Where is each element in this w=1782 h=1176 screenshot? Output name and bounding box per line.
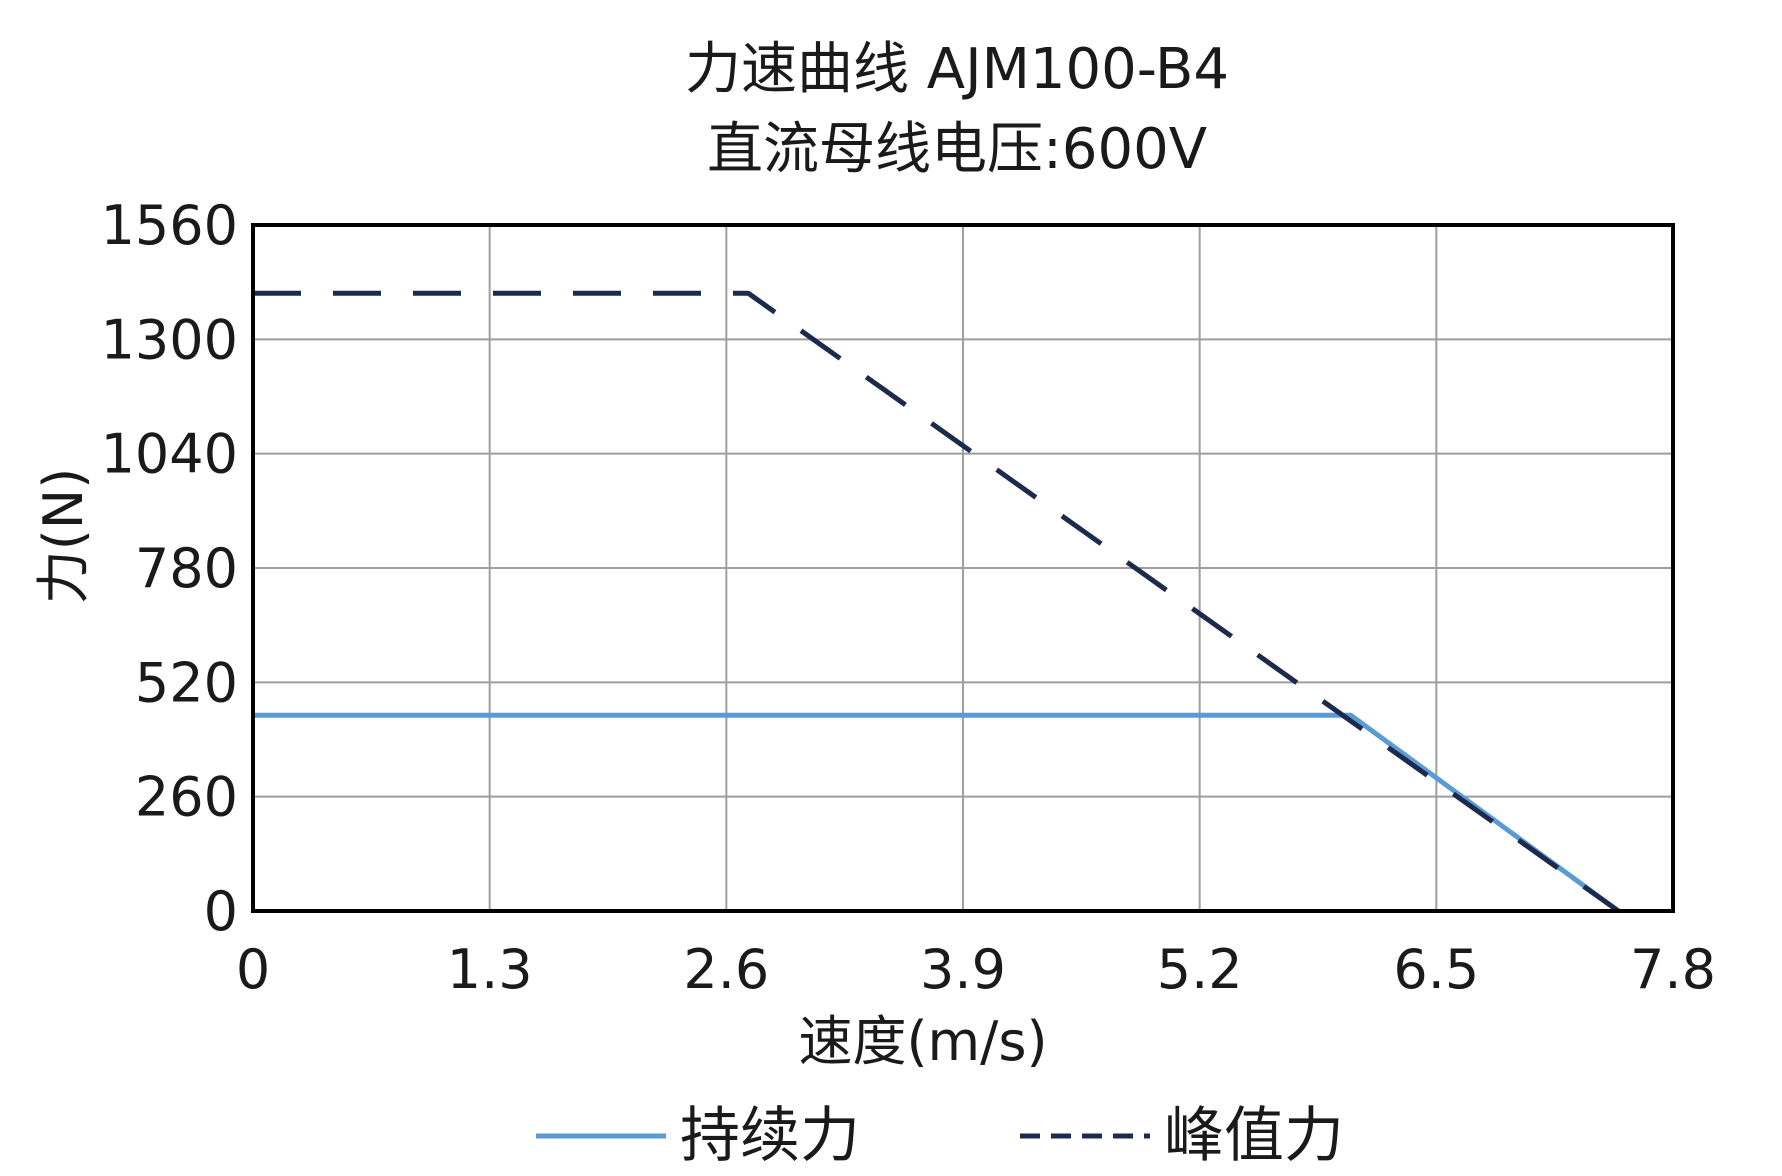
series-line-continuous (253, 712, 1620, 914)
x-tick-label: 3.9 (920, 938, 1006, 1001)
x-tick-label: 5.2 (1157, 938, 1243, 1001)
plot-frame (251, 223, 1675, 913)
y-tick-label: 1560 (101, 194, 238, 257)
y-tick-label: 0 (204, 880, 238, 943)
x-axis-label: 速度(m/s) (798, 1010, 1047, 1073)
x-tick-label: 2.6 (683, 938, 769, 1001)
grid-lines (253, 225, 1673, 911)
y-axis-label: 力(N) (32, 468, 95, 605)
y-tick-label: 780 (135, 537, 238, 600)
x-tick-label: 6.5 (1393, 938, 1479, 1001)
legend-label: 持续力 (680, 1101, 860, 1171)
x-tick-labels: 0 1.3 2.6 3.9 5.2 6.5 7.8 (236, 938, 1716, 1001)
series-line-peak (253, 290, 1620, 914)
legend-label: 峰值力 (1164, 1101, 1344, 1171)
y-tick-label: 520 (135, 651, 238, 714)
y-tick-labels: 0 260 520 780 1040 1300 1560 (101, 194, 238, 943)
x-tick-label: 7.8 (1630, 938, 1716, 1001)
x-tick-label: 1.3 (447, 938, 533, 1001)
chart-title: 力速曲线 AJM100-B4 (685, 37, 1229, 102)
y-tick-label: 1040 (101, 423, 238, 486)
series-layer (253, 290, 1620, 914)
x-tick-label: 0 (236, 938, 270, 1001)
y-tick-label: 260 (135, 766, 238, 829)
legend: 持续力 峰值力 (536, 1101, 1344, 1171)
y-tick-label: 1300 (101, 308, 238, 371)
chart-subtitle: 直流母线电压:600V (707, 117, 1207, 182)
